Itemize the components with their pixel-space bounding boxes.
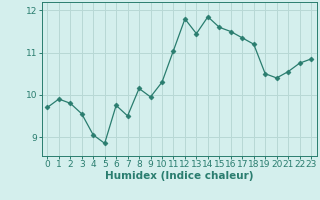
X-axis label: Humidex (Indice chaleur): Humidex (Indice chaleur) — [105, 171, 253, 181]
